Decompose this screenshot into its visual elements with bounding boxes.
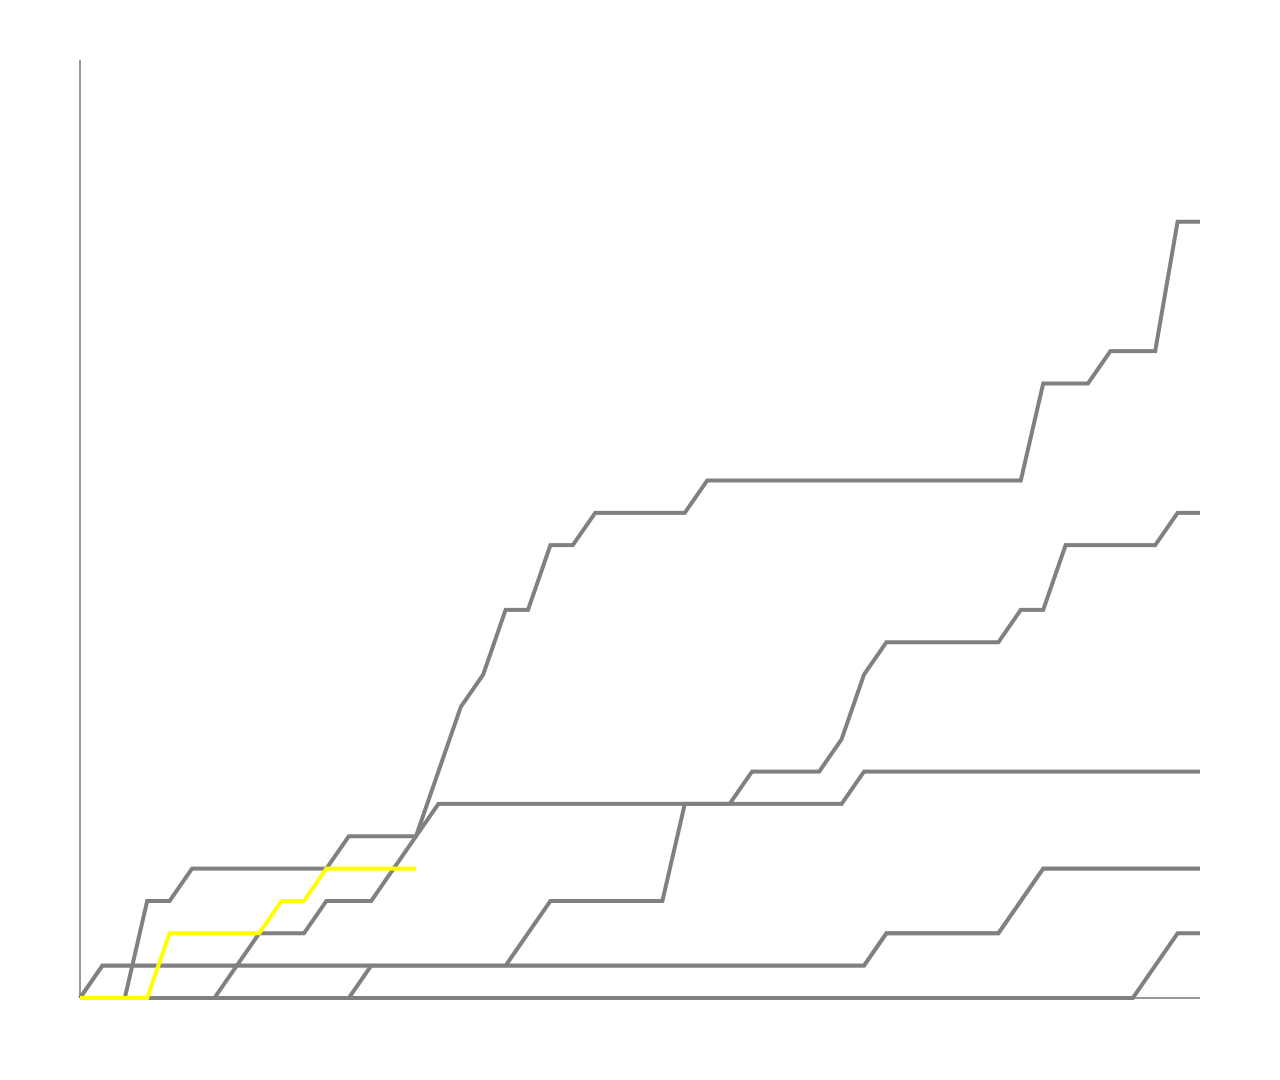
data-line [80, 769, 1200, 1000]
data-line [80, 931, 1200, 1000]
data-line [80, 219, 1200, 1000]
data-line [78, 510, 1200, 1000]
data-line [80, 866, 416, 1000]
